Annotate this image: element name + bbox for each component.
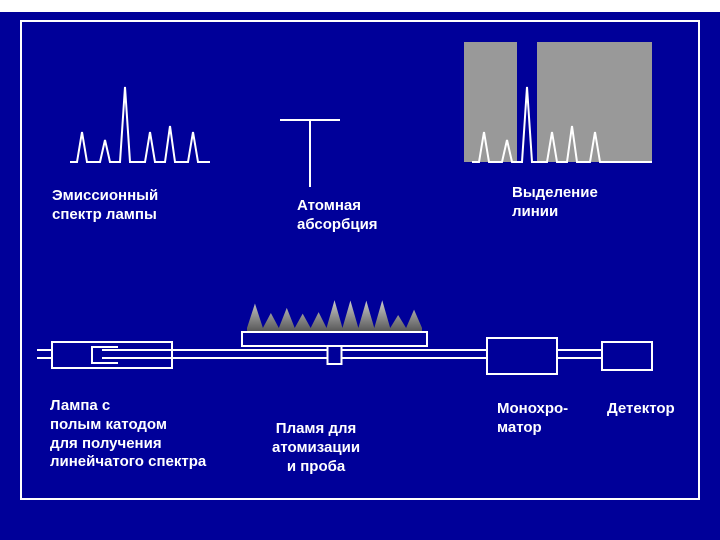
label-detector: Детектор xyxy=(607,400,675,419)
diagram-canvas: Эмиссионныйспектр лампы Атомнаяабсорбция… xyxy=(20,20,700,500)
label-selection: Выделениелинии xyxy=(512,184,598,222)
label-flame: Пламя дляатомизациии проба xyxy=(272,420,360,476)
page-title xyxy=(0,0,720,12)
label-absorption: Атомнаяабсорбция xyxy=(297,197,378,235)
label-mono: Монохро-матор xyxy=(497,400,568,438)
label-lamp: Лампа сполым катодомдля получениялинейча… xyxy=(50,397,206,472)
label-emission: Эмиссионныйспектр лампы xyxy=(52,187,158,225)
